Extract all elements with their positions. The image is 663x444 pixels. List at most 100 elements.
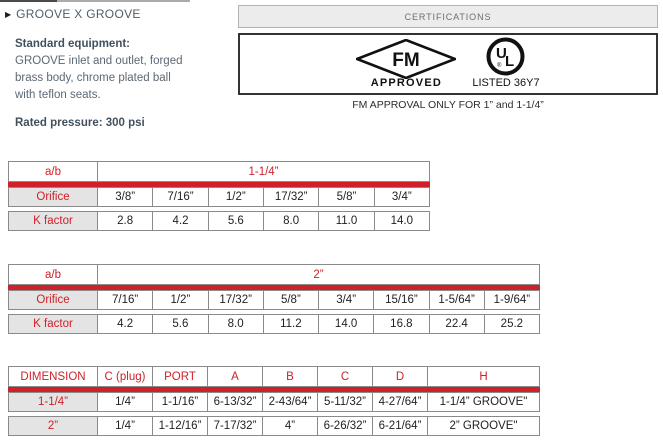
value-cell: 1/4”: [98, 393, 153, 411]
red-divider-bar: [8, 387, 540, 392]
intro-column: ▶ GROOVE X GROOVE Standard equipment: GR…: [5, 6, 233, 132]
value-cell: 3/4”: [319, 291, 375, 309]
k-factor-table-2: a/b 2” Orifice 7/16” 1/2” 17/32” 5/8” 3/…: [8, 264, 540, 334]
value-cell: 3/8”: [98, 188, 154, 206]
value-cell: 1-9/64”: [493, 294, 531, 306]
top-crop-artifact: [0, 0, 57, 2]
table-header-row: DIMENSION C (plug) PORT A B C D H: [8, 366, 540, 387]
column-header: B: [263, 367, 318, 386]
orifice-row: Orifice 7/16” 1/2” 17/32” 5/8” 3/4” 15/1…: [8, 290, 540, 310]
value-cell: 14.0: [390, 215, 413, 227]
row-label: Orifice: [9, 188, 98, 206]
column-header: DIMENSION: [9, 367, 98, 386]
ul-circle-icon: U L ®: [486, 37, 525, 76]
value-cell: 6-21/64”: [373, 417, 428, 435]
table-header-row: a/b 1-1/4”: [8, 161, 430, 182]
value-cell: 1/2”: [209, 188, 264, 206]
fm-approved-label: APPROVED: [370, 77, 443, 89]
value-cell: 2” GROOVE": [449, 420, 518, 432]
value-cell: 8.0: [264, 212, 320, 230]
row-label: 2”: [9, 417, 98, 435]
page-title: GROOVE X GROOVE: [16, 7, 141, 21]
value-cell: 7-17/32”: [208, 417, 263, 435]
standard-equipment-heading: Standard equipment:: [15, 38, 131, 50]
value-cell: 16.8: [374, 315, 430, 333]
value-cell: 6-13/32”: [208, 393, 263, 411]
value-cell: 25.2: [500, 318, 524, 330]
fm-diamond-icon: FM: [356, 39, 457, 79]
value-cell: 4.2: [98, 315, 154, 333]
column-header: A: [208, 367, 263, 386]
k-factor-row: K factor 2.8 4.2 5.6 8.0 11.0 14.0: [8, 211, 430, 231]
value-cell: 17/32”: [264, 188, 320, 206]
row-label: K factor: [9, 212, 98, 230]
k-factor-row: K factor 4.2 5.6 8.0 11.2 14.0 16.8 22.4…: [8, 314, 540, 334]
value-cell: 1-1/4” GROOVE": [439, 396, 528, 408]
value-cell: 5-11/32”: [318, 393, 373, 411]
certifications-header: CERTIFICATIONS: [238, 5, 658, 28]
row-label: 1-1/4”: [9, 393, 98, 411]
column-header: C (plug): [98, 367, 153, 386]
row-label: Orifice: [9, 291, 98, 309]
size-header-cell: 2”: [313, 268, 324, 281]
svg-text:U: U: [496, 45, 507, 62]
row-label: K factor: [9, 315, 98, 333]
red-divider-bar: [8, 182, 430, 187]
certifications-box: FM APPROVED U L ® LISTED 36Y7: [238, 33, 658, 95]
value-cell: 11.0: [319, 212, 375, 230]
value-cell: 17/32”: [209, 291, 264, 309]
column-header: H: [479, 370, 488, 383]
equipment-line: GROOVE inlet and outlet, forged: [15, 55, 183, 67]
value-cell: 11.2: [264, 315, 319, 333]
value-cell: 1/4”: [98, 417, 153, 435]
k-factor-table-1-1-4: a/b 1-1/4” Orifice 3/8” 7/16” 1/2” 17/32…: [8, 161, 430, 231]
value-cell: 5.6: [209, 212, 264, 230]
value-cell: 8.0: [209, 315, 264, 333]
value-cell: 1/2”: [153, 291, 209, 309]
value-cell: 7/16”: [98, 291, 154, 309]
value-cell: 22.4: [430, 315, 485, 333]
value-cell: 6-26/32”: [318, 417, 373, 435]
value-cell: 5/8”: [264, 291, 319, 309]
top-crop-artifact: [57, 0, 190, 2]
corner-cell: a/b: [9, 265, 98, 284]
svg-text:L: L: [505, 53, 514, 70]
dimension-row-1-1-4: 1-1/4” 1/4” 1-1/16” 6-13/32” 2-43/64” 5-…: [8, 392, 540, 412]
value-cell: 1-1/16”: [153, 393, 208, 411]
ul-listed-label: LISTED 36Y7: [472, 77, 540, 89]
value-cell: 4.2: [153, 212, 209, 230]
dimension-row-2: 2” 1/4” 1-12/16” 7-17/32” 4” 6-26/32” 6-…: [8, 416, 540, 436]
fm-approval-note: FM APPROVAL ONLY FOR 1” and 1-1/4”: [352, 99, 544, 111]
svg-text:®: ®: [497, 62, 502, 69]
value-cell: 1-5/64”: [430, 291, 485, 309]
value-cell: 3/4”: [391, 191, 412, 203]
ul-listed-logo: U L ® LISTED 36Y7: [472, 36, 540, 89]
value-cell: 4”: [263, 417, 318, 435]
fm-approved-logo: FM APPROVED: [356, 39, 457, 89]
dimensions-table: DIMENSION C (plug) PORT A B C D H 1-1/4”…: [8, 366, 540, 436]
value-cell: 2-43/64”: [263, 393, 318, 411]
red-divider-bar: [8, 285, 540, 290]
rated-pressure: Rated pressure: 300 psi: [15, 117, 145, 129]
equipment-line: brass body, chrome plated ball: [15, 72, 171, 84]
section-title-row: ▶ GROOVE X GROOVE: [5, 6, 233, 23]
value-cell: 2.8: [98, 212, 154, 230]
column-header: D: [373, 367, 428, 386]
value-cell: 15/16”: [374, 291, 430, 309]
equipment-line: with teflon seats.: [15, 89, 101, 101]
column-header: C: [318, 367, 373, 386]
table-header-row: a/b 2”: [8, 264, 540, 285]
column-header: PORT: [153, 367, 208, 386]
value-cell: 4-27/64”: [373, 393, 428, 411]
corner-cell: a/b: [9, 162, 98, 181]
size-header-cell: 1-1/4”: [248, 165, 279, 178]
value-cell: 14.0: [319, 315, 375, 333]
bullet-triangle-icon: ▶: [5, 9, 12, 19]
value-cell: 7/16”: [153, 188, 209, 206]
orifice-row: Orifice 3/8” 7/16” 1/2” 17/32” 5/8” 3/4”: [8, 187, 430, 207]
value-cell: 1-12/16”: [153, 417, 208, 435]
value-cell: 5.6: [153, 315, 209, 333]
svg-text:FM: FM: [393, 50, 420, 71]
value-cell: 5/8”: [319, 188, 375, 206]
